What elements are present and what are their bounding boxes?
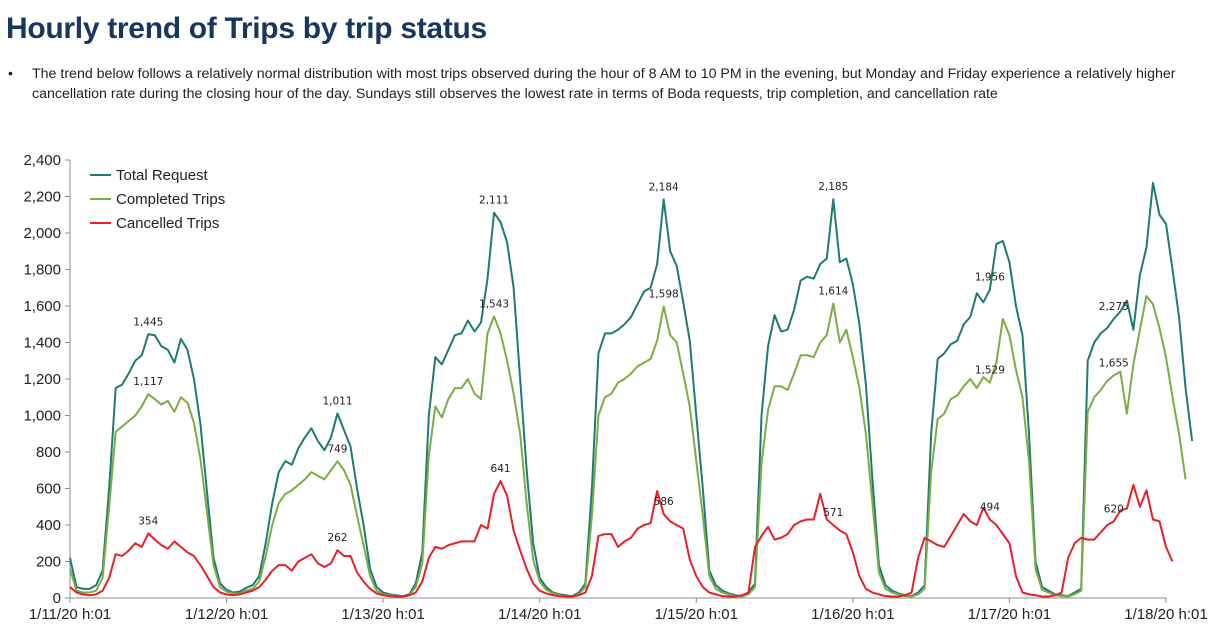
y-tick-label: 1,000 — [23, 408, 61, 425]
data-label: 2,185 — [818, 181, 848, 193]
data-label: 2,184 — [649, 181, 679, 193]
data-label: 620 — [1104, 503, 1124, 515]
legend-label: Completed Trips — [116, 191, 225, 208]
data-label: 1,445 — [133, 316, 163, 328]
hourly-trips-line-chart: 0 200 400 600 800 1,000 1,200 1,400 1,600 1,800 2,… — [23, 152, 1207, 623]
y-tick-label: 800 — [36, 444, 61, 461]
y-tick-label: 200 — [36, 554, 61, 571]
chart-legend: Total Request Completed Trips Cancelled Tr… — [90, 167, 225, 232]
y-tick-label: 600 — [36, 481, 61, 498]
series-line-completed-trips — [69, 294, 1187, 598]
data-label: 262 — [327, 532, 347, 544]
data-label: 571 — [823, 507, 843, 519]
data-label: 354 — [138, 515, 158, 527]
data-label: 641 — [491, 463, 511, 475]
y-tick-label: 1,400 — [23, 335, 61, 352]
chart-data-labels: 1,445 1,117 354 1,011 749 262 2,111 1,543 641 2,1… — [133, 181, 1129, 544]
x-tick-label: 1/17/20 h:01 — [968, 606, 1051, 623]
data-label: 1,543 — [479, 298, 509, 310]
description-bullet: • The trend below follows a relatively n… — [8, 64, 1203, 104]
y-tick-label: 2,000 — [23, 225, 61, 242]
description-text: The trend below follows a relatively nor… — [32, 66, 1176, 102]
page-title: Hourly trend of Trips by trip status — [6, 12, 487, 45]
data-label: 494 — [980, 502, 1000, 514]
data-label: 2,275 — [1099, 301, 1129, 313]
data-label: 1,011 — [322, 395, 352, 407]
y-tick-label: 2,400 — [23, 152, 61, 169]
x-tick-label: 1/18/20 h:01 — [1124, 606, 1207, 623]
x-tick-label: 1/13/20 h:01 — [341, 606, 424, 623]
x-tick-label: 1/11/20 h:01 — [29, 606, 111, 623]
data-label: 586 — [654, 496, 674, 508]
y-tick-label: 1,800 — [23, 262, 61, 279]
legend-label: Total Request — [116, 167, 209, 184]
y-tick-label: 1,200 — [23, 371, 61, 388]
data-label: 2,111 — [479, 195, 509, 207]
chart-series — [69, 181, 1194, 598]
bullet-marker: • — [8, 66, 13, 82]
y-tick-label: 2,200 — [23, 189, 61, 206]
y-tick-label: 1,600 — [23, 298, 61, 315]
x-tick-label: 1/16/20 h:01 — [811, 606, 894, 623]
data-label: 749 — [327, 443, 347, 455]
legend-label: Cancelled Trips — [116, 215, 219, 232]
y-tick-label: 400 — [36, 517, 61, 534]
series-line-cancelled-trips — [69, 480, 1174, 598]
x-tick-label: 1/15/20 h:01 — [655, 606, 738, 623]
data-label: 1,529 — [975, 365, 1005, 377]
series-line-total-request — [69, 181, 1194, 598]
data-label: 1,614 — [818, 285, 848, 297]
x-tick-label: 1/14/20 h:01 — [498, 606, 581, 623]
data-label: 1,655 — [1099, 357, 1129, 369]
chart-axes: 0 200 400 600 800 1,000 1,200 1,400 1,600 1,800 2,… — [23, 152, 1207, 623]
x-tick-label: 1/12/20 h:01 — [185, 606, 268, 623]
data-label: 1,117 — [133, 376, 163, 388]
data-label: 1,956 — [975, 272, 1005, 284]
data-label: 1,598 — [649, 288, 679, 300]
y-tick-label: 0 — [53, 590, 61, 607]
